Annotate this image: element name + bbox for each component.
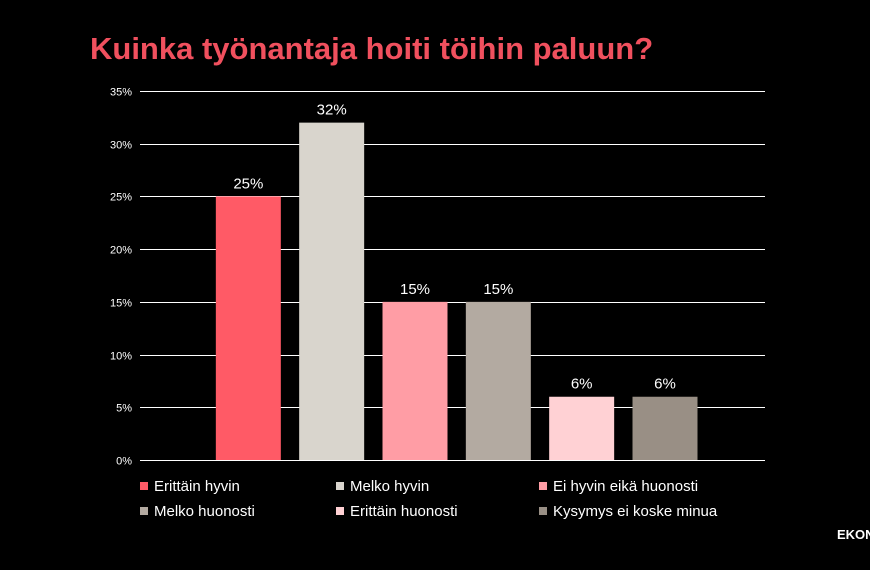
bar-2: [299, 122, 365, 460]
y-tick-label: 5%: [116, 403, 132, 415]
bar-3: [382, 301, 448, 460]
chart-title: Kuinka työnantaja hoiti töihin paluun?: [90, 31, 654, 66]
y-tick-label: 25%: [110, 192, 132, 204]
bar-data-label: 15%: [400, 281, 430, 298]
legend-label: Ei hyvin eikä huonosti: [553, 477, 699, 495]
y-tick-label: 10%: [110, 351, 132, 363]
legend-item: Erittäin hyvin: [140, 476, 336, 496]
bar-6: [632, 396, 698, 460]
bar-data-label: 6%: [654, 376, 676, 393]
y-tick-label: 35%: [110, 87, 132, 99]
legend-swatch: [539, 507, 547, 515]
legend-item: Melko hyvin: [336, 476, 539, 496]
y-tick-label: 20%: [110, 245, 132, 257]
bar-1: [215, 196, 281, 460]
brand-logo-text: EKON: [837, 527, 870, 542]
y-tick-label: 0%: [116, 456, 132, 468]
chart-legend: Erittäin hyvin Melko hyvin Ei hyvin eikä h…: [140, 476, 780, 521]
legend-item: Ei hyvin eikä huonosti: [539, 476, 780, 496]
bar-5: [549, 396, 615, 460]
legend-label: Melko hyvin: [350, 477, 430, 495]
y-tick-label: 30%: [110, 140, 132, 152]
legend-label: Erittäin hyvin: [154, 477, 240, 495]
bar-4: [465, 301, 531, 460]
legend-swatch: [539, 482, 547, 490]
legend-label: Kysymys ei koske minua: [553, 502, 718, 520]
legend-swatch: [336, 507, 344, 515]
legend-swatch: [140, 482, 148, 490]
bar-data-label: 6%: [571, 376, 593, 393]
legend-swatch: [140, 507, 148, 515]
legend-item: Kysymys ei koske minua: [539, 501, 780, 521]
bar-data-label: 25%: [233, 175, 263, 192]
y-tick-label: 15%: [110, 298, 132, 310]
bar-data-label: 32%: [317, 102, 347, 119]
legend-swatch: [336, 482, 344, 490]
legend-label: Melko huonosti: [154, 502, 255, 520]
legend-item: Melko huonosti: [140, 501, 336, 521]
legend-item: Erittäin huonosti: [336, 501, 539, 521]
bar-data-label: 15%: [483, 281, 513, 298]
legend-label: Erittäin huonosti: [350, 502, 458, 520]
